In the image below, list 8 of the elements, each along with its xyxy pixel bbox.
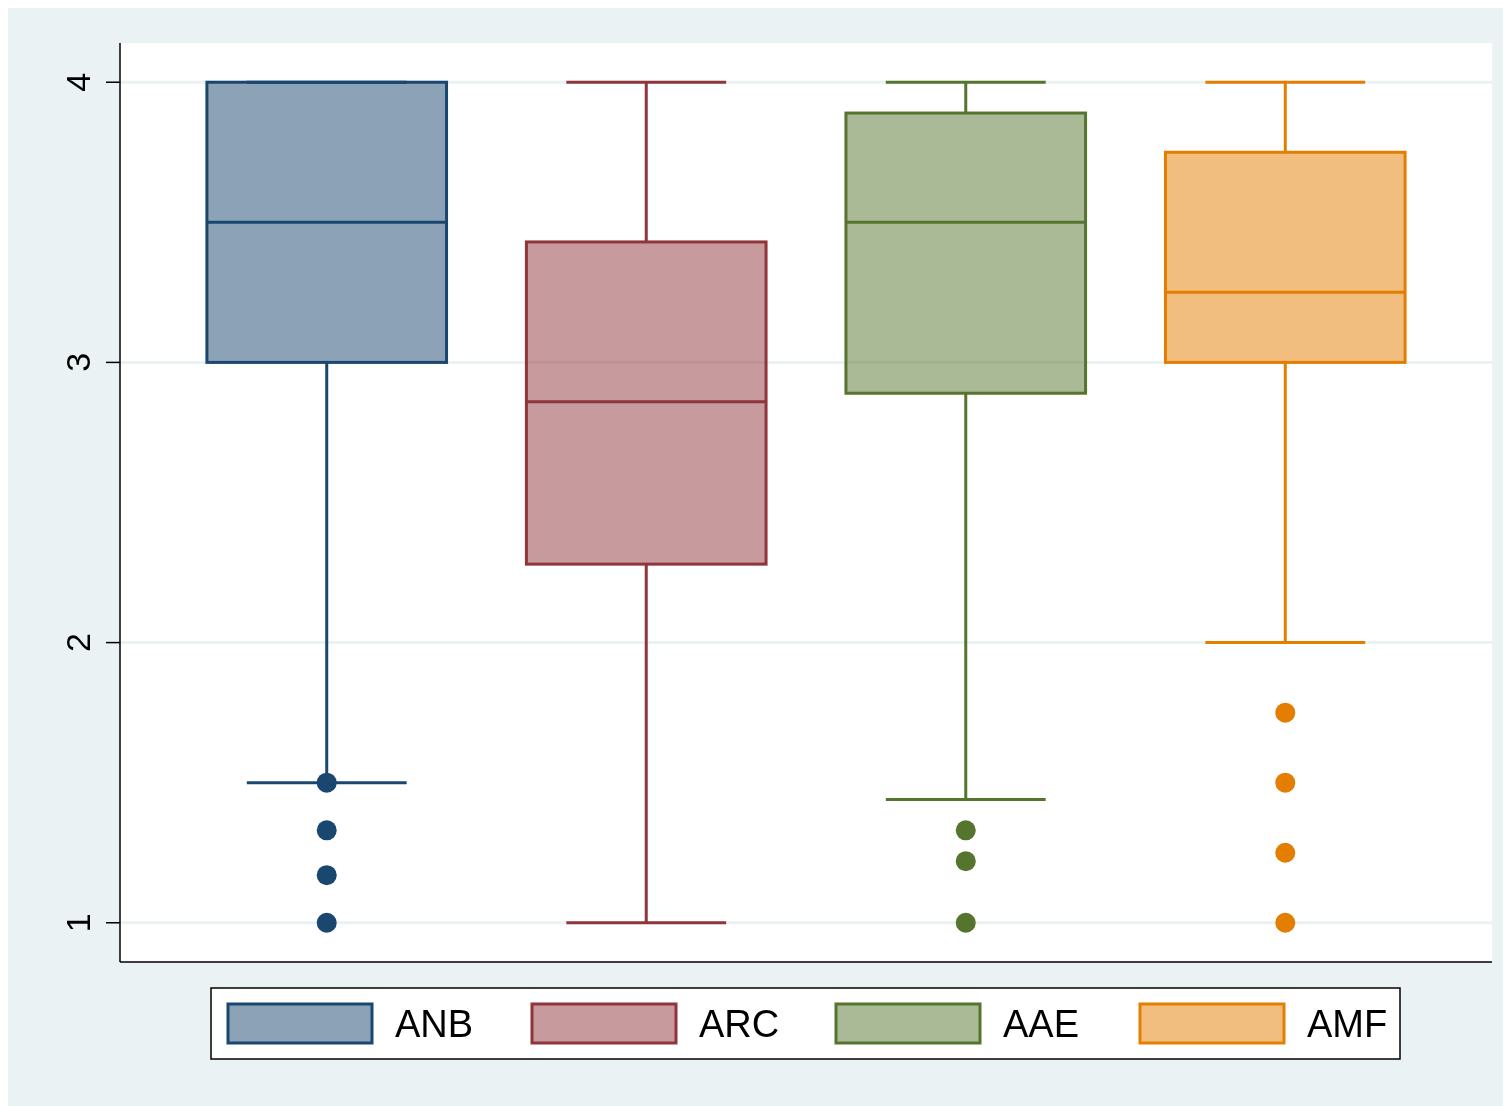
y-tick-label: 4: [59, 72, 97, 92]
legend-label: ARC: [699, 1003, 780, 1045]
y-tick-label: 1: [59, 913, 97, 933]
legend-label: AAE: [1003, 1003, 1080, 1045]
y-tick-label: 3: [59, 352, 97, 372]
legend-label: ANB: [395, 1003, 474, 1045]
legend-label: AMF: [1307, 1003, 1388, 1045]
y-tick-label: 2: [59, 633, 97, 653]
